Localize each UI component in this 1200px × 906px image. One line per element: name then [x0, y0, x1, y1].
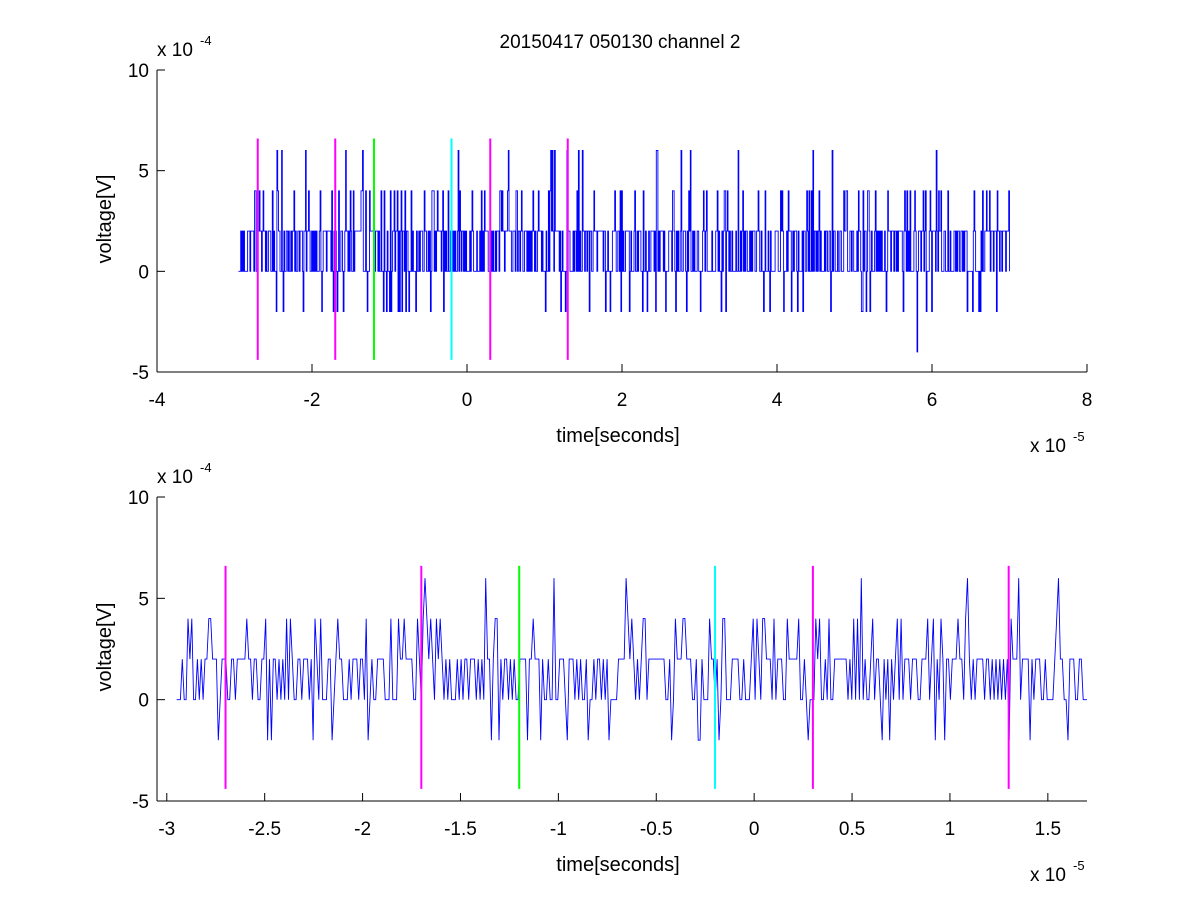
- x-tick-label: -0.5: [640, 819, 673, 840]
- x-tick-label: -1.5: [444, 819, 477, 840]
- y-axis-label: voltage[V]: [94, 175, 116, 264]
- y-tick-label: -5: [132, 792, 149, 813]
- y-tick-label: 0: [138, 262, 149, 283]
- x-tick-label: 1: [945, 819, 956, 840]
- x-tick-label: 0: [749, 819, 760, 840]
- x-tick-label: 2: [617, 390, 628, 411]
- chart-2: -5 0 5 10 -3 -2.5 -2 -1.5 -1 -0.5 0 0.5 1 1.5 time[sec…: [94, 460, 1087, 886]
- y-tick-label: 10: [128, 61, 149, 82]
- x-multiplier: x 10: [1030, 436, 1066, 457]
- y-axis-label: voltage[V]: [94, 603, 116, 692]
- x-tick-label: -2.5: [248, 819, 281, 840]
- y-tick-label: -5: [132, 363, 149, 384]
- x-tick-label: -1: [550, 819, 567, 840]
- y-multiplier: x 10: [157, 40, 193, 61]
- y-tick-label: 0: [138, 691, 149, 712]
- x-axis-label: time[seconds]: [556, 425, 679, 447]
- x-axis-label: time[seconds]: [556, 854, 679, 876]
- x-multiplier: x 10: [1030, 865, 1066, 886]
- x-exponent: -5: [1073, 429, 1085, 444]
- chart-title: 20150417 050130 channel 2: [500, 32, 741, 53]
- x-tick-label: -3: [158, 819, 175, 840]
- x-tick-label: 0.5: [839, 819, 865, 840]
- x-tick-label: -2: [354, 819, 371, 840]
- y-tick-label: 10: [128, 488, 149, 509]
- x-tick-label: -4: [149, 390, 166, 411]
- y-tick-label: 5: [138, 589, 149, 610]
- signal-trace: [176, 578, 1087, 741]
- y-exponent: -4: [200, 460, 212, 475]
- y-tick-label: 5: [138, 162, 149, 183]
- x-tick-label: 6: [927, 390, 938, 411]
- y-exponent: -4: [200, 33, 212, 48]
- x-exponent: -5: [1073, 858, 1085, 873]
- x-tick-label: 8: [1082, 390, 1093, 411]
- x-tick-label: 4: [772, 390, 783, 411]
- x-tick-label: 0: [462, 390, 473, 411]
- x-tick-label: -2: [304, 390, 321, 411]
- y-multiplier: x 10: [157, 467, 193, 488]
- chart-1: -5 0 5 10 -4 -2 0 2 4 6 8 time[seconds] voltage[V] x …: [94, 33, 1092, 457]
- x-tick-label: 1.5: [1035, 819, 1061, 840]
- signal-trace: [238, 150, 1010, 353]
